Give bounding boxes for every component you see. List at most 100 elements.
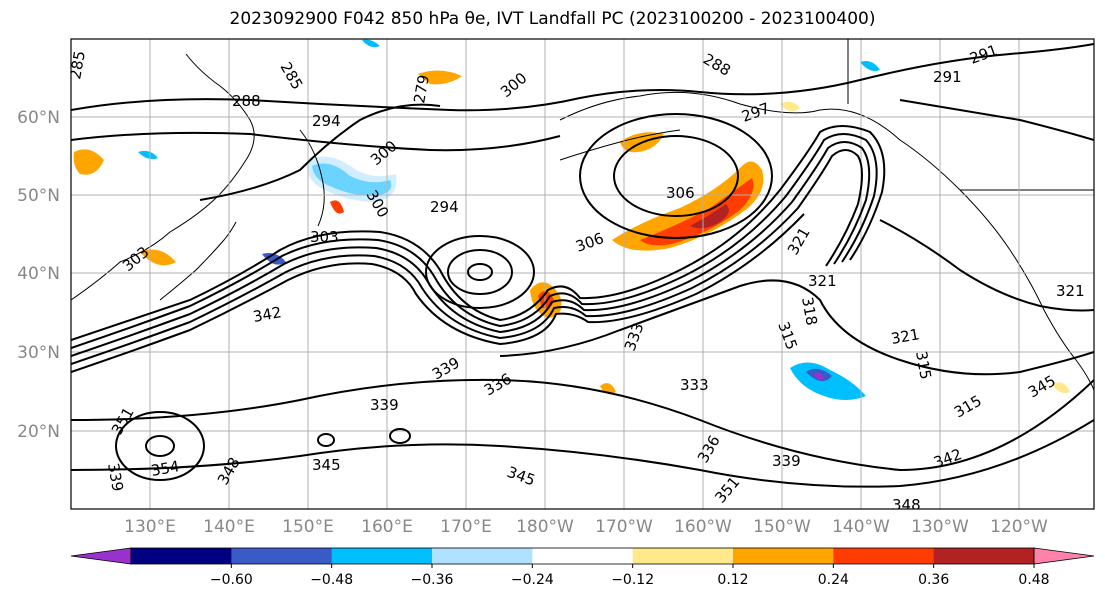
contour-label: 321 [890,325,921,348]
contour-high-2 [115,411,205,481]
shading-negative-gulf [860,61,880,71]
contour-label: 315 [912,350,935,381]
shading-light-positive-1 [780,101,800,112]
colorbar-segment [331,548,433,564]
shading-positive-siberia [418,70,462,85]
shading-negative-japan [262,253,286,265]
coastline-alaska [559,91,961,191]
lon-tick-label: 140°W [832,517,890,537]
longitude-labels: 130°E 140°E 150°E 160°E 170°E 180°W 170°… [124,517,1048,537]
contour-subtropical-3 [499,279,1094,376]
contour-low-center-3 [425,235,535,309]
shading-negative-west [138,150,158,160]
colorbar-tick-label: −0.24 [511,572,554,588]
contour-label: 339 [370,396,399,414]
contour-label: 321 [808,272,837,290]
theta-e-contours [71,43,1094,488]
colorbar-segment [733,548,834,564]
contour-label: 339 [104,462,127,493]
contour-label: 345 [312,456,341,474]
contour-label: 339 [772,452,801,470]
coastline-aleutians [559,129,681,161]
contour-label: 354 [150,457,181,480]
colorbar-extension-low [70,547,132,565]
lat-tick-label: 40°N [17,264,60,284]
map-title: 2023092900 F042 850 hPa θe, IVT Landfall… [229,9,876,29]
latitude-labels: 60°N 50°N 40°N 30°N 20°N [17,108,60,442]
colorbar-tick-label: 0.48 [1018,572,1049,588]
lon-tick-label: 170°W [595,517,653,537]
contour-label: 279 [410,73,433,104]
shading-positive-japan [140,249,176,266]
contour-label: 348 [892,496,921,514]
graticule [71,39,1094,509]
border-canada-usa [847,39,1094,191]
colorbar-tick-label: −0.60 [210,572,253,588]
lon-tick-label: 150°W [753,517,811,537]
lon-tick-label: 120°W [990,517,1048,537]
contour-label: 321 [1056,282,1085,300]
contour-label: 303 [310,228,339,246]
shading-positive-west [73,149,104,175]
contour-north-1 [71,43,1094,112]
contour-subtropical-1 [71,378,1094,472]
shading-positive-alaska-gulf [612,161,764,251]
contour-label: 294 [430,198,459,216]
contour-label: 291 [933,68,962,86]
contour-high-3 [317,433,335,447]
contour-label: 285 [66,49,89,80]
contour-gulf-low-1 [613,135,739,217]
colorbar-tick-label: 0.36 [918,572,949,588]
contour-label: 294 [312,112,341,130]
lon-tick-label: 130°E [124,517,176,537]
lat-tick-label: 30°N [17,343,60,363]
shading-positive-kamchatka [330,200,344,214]
colorbar-tick-label: 0.12 [717,572,748,588]
contour-band-4 [71,149,863,365]
colorbar: −0.60 −0.48 −0.36 −0.24 −0.12 0.12 0.24 0.36 0.4… [70,547,1095,588]
contour-low-center-2 [447,249,513,295]
colorbar-tick-label: −0.36 [411,572,454,588]
contour-high-1 [145,435,175,457]
lat-tick-label: 60°N [17,108,60,128]
shading-negative-okhotsk-light [307,156,397,202]
colorbar-segment [432,548,533,564]
contour-north-3 [199,103,441,201]
contour-high-4 [389,428,411,444]
contour-label: 288 [232,92,261,110]
colorbar-segment [231,548,333,564]
contour-band-3 [71,141,871,357]
contour-label: 333 [680,376,709,394]
colorbar-border [130,547,1035,565]
shading-strong-alaska-gulf [640,178,754,246]
contour-low-center-1 [467,263,493,281]
shading-negative-east-pacific-peak [814,372,824,380]
shading-core-alaska-gulf [690,204,729,229]
contour-band-5 [71,213,805,373]
contour-band-2 [71,133,878,349]
shading-negative-north [362,39,380,48]
contour-label: 306 [666,184,695,202]
colorbar-segment [933,548,1035,564]
contour-subtropical-2 [71,419,1094,488]
colorbar-segment [532,548,634,564]
colorbar-segment [833,548,935,564]
shaded-negative-anomalies [138,39,880,400]
lat-tick-label: 50°N [17,186,60,206]
colorbar-tick-label: −0.12 [611,572,654,588]
contour-north-4 [899,99,1094,141]
coastline-japan [159,221,237,301]
colorbar-extension-high [1033,547,1095,565]
map-frame [70,38,1095,510]
colorbar-segment [632,548,734,564]
contour-gulf-low-2 [579,113,773,239]
lon-tick-label: 180°W [516,517,574,537]
colorbar-tick-label: 0.24 [818,572,849,588]
contour-band-1 [71,125,886,341]
coastline-north-america [959,189,1094,391]
lon-tick-label: 150°E [282,517,334,537]
colorbar-tick-label: −0.48 [310,572,353,588]
contour-label: 342 [252,303,283,326]
contour-label: 318 [798,296,821,327]
